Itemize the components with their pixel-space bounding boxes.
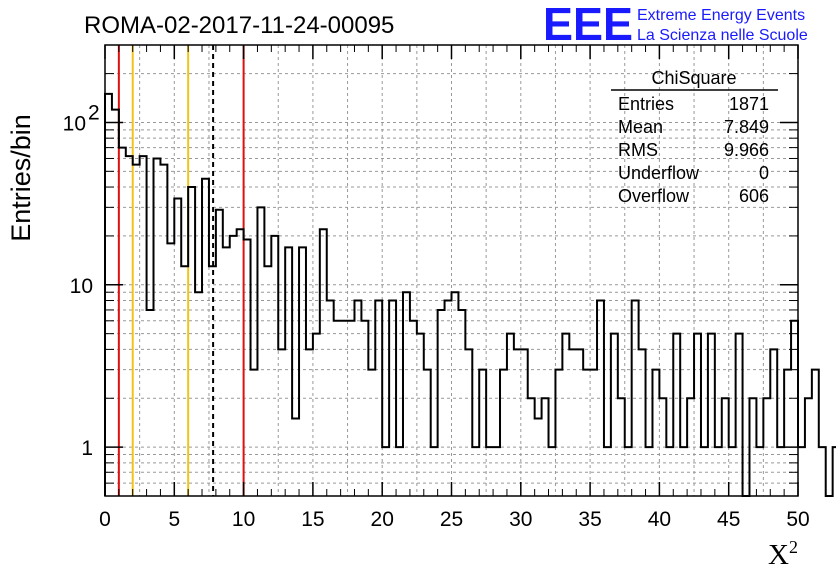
y-tick-label: 1: [81, 437, 93, 460]
x-tick-label: 15: [301, 508, 324, 531]
threshold-lines: [117, 45, 245, 496]
stats-row-value: 1871: [729, 94, 769, 114]
chart-title: ROMA-02-2017-11-24-00095: [84, 12, 394, 39]
x-tick-label: 35: [578, 508, 601, 531]
x-tick-label: 45: [717, 508, 740, 531]
x-tick-label: 5: [168, 508, 180, 531]
x-axis-label: X2: [768, 537, 798, 571]
x-tick-label: 10: [232, 508, 255, 531]
logo-line1: Extreme Energy Events: [637, 7, 805, 24]
logo-line2: La Scienza nelle Scuole: [637, 27, 808, 44]
stats-rows: Entries 1871 Mean 7.849 RMS 9.966 Underflow 0 Ov…: [618, 94, 769, 206]
x-tick-label: 0: [99, 508, 111, 531]
stats-row-label: Mean: [618, 117, 663, 137]
x-tick-label: 50: [786, 508, 809, 531]
logo-letters: EEE: [543, 0, 633, 50]
stats-row-label: Entries: [618, 94, 674, 114]
stats-row-label: RMS: [618, 140, 658, 160]
stats-row-value: 7.849: [724, 117, 769, 137]
x-axis-label-sup: 2: [789, 537, 798, 557]
y-tick-label: 10: [63, 112, 86, 135]
stats-row-value: 0: [759, 163, 769, 183]
x-tick-label: 40: [648, 508, 671, 531]
x-tick-label: 25: [440, 508, 463, 531]
stats-title: ChiSquare: [651, 68, 736, 88]
stats-row-value: 9.966: [724, 140, 769, 160]
y-tick-label: 10: [70, 275, 93, 298]
grid: [105, 45, 798, 496]
x-tick-label: 20: [371, 508, 394, 531]
y-tick-label-sup: 2: [88, 101, 100, 124]
y-axis-label: Entries/bin: [6, 114, 36, 242]
stats-row-label: Overflow: [618, 186, 690, 206]
x-tick-label: 30: [509, 508, 532, 531]
stats-row-label: Underflow: [618, 163, 700, 183]
stats-box: ChiSquare Entries 1871 Mean 7.849 RMS 9.966 Un…: [611, 68, 778, 206]
stats-row-value: 606: [739, 186, 769, 206]
eee-logo: EEE Extreme Energy Events La Scienza nel…: [543, 0, 808, 50]
x-axis-label-base: X: [768, 539, 789, 571]
